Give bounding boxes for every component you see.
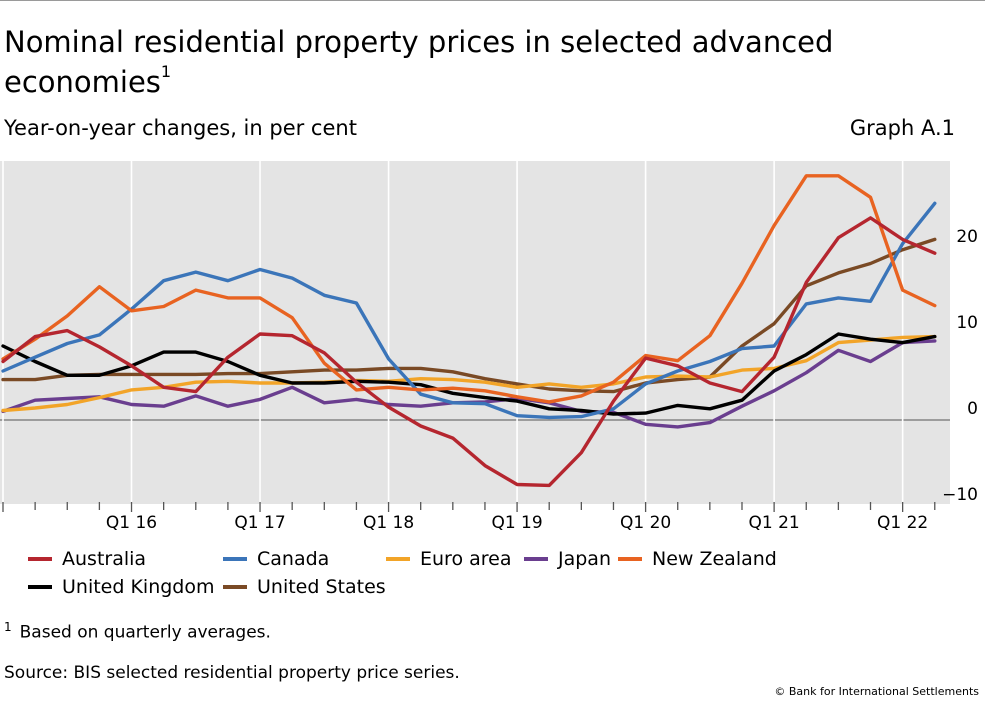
graph-id: Graph A.1 — [849, 116, 955, 140]
legend-item: United Kingdom — [28, 576, 215, 598]
legend-label: United States — [257, 576, 386, 598]
legend-swatch — [618, 557, 642, 561]
x-tick-label: Q1 19 — [491, 513, 542, 533]
y-tick-label: 20 — [956, 227, 978, 247]
title-text: Nominal residential property prices in s… — [4, 25, 834, 99]
plot-background — [0, 161, 950, 504]
x-tick-label: Q1 16 — [106, 513, 157, 533]
page-title: Nominal residential property prices in s… — [4, 22, 904, 102]
legend-item: New Zealand — [618, 548, 777, 570]
series-line-australia — [1, 216, 937, 488]
legend-swatch — [28, 585, 52, 589]
legend-swatch — [223, 585, 247, 589]
title-footnote-mark: 1 — [160, 62, 172, 82]
legend-label: Canada — [257, 548, 330, 570]
chart-subtitle: Year-on-year changes, in per cent — [4, 116, 357, 140]
line-chart: Q1 16 Q1 17 Q1 18 Q1 19 Q1 20 Q1 21 Q1 22 −10 0 1… — [0, 161, 978, 533]
legend-item: Euro area — [386, 548, 511, 570]
legend-label: United Kingdom — [62, 576, 215, 598]
legend-item: Canada — [223, 548, 329, 570]
source-note: Source: BIS selected residential propert… — [4, 663, 460, 683]
series-line-new-zealand — [1, 174, 937, 404]
series-line-united-kingdom — [1, 332, 937, 416]
legend-label: Japan — [558, 548, 611, 570]
x-tick-label: Q1 17 — [234, 513, 285, 533]
footnote-text: Based on quarterly averages. — [19, 622, 271, 643]
copyright: © Bank for International Settlements — [774, 685, 979, 698]
x-tick-label: Q1 22 — [877, 513, 928, 533]
legend-item: Australia — [28, 548, 146, 570]
series-line-united-states — [1, 237, 937, 394]
series-line-canada — [1, 201, 937, 420]
y-tick-label: 10 — [956, 313, 978, 333]
x-ticks — [2, 161, 936, 512]
legend-swatch — [524, 557, 548, 561]
top-rule — [0, 0, 985, 1]
x-tick-label: Q1 18 — [363, 513, 414, 533]
legend-label: Euro area — [420, 548, 512, 570]
legend-label: Australia — [62, 548, 147, 570]
legend-item: United States — [223, 576, 386, 598]
legend-swatch — [28, 557, 52, 561]
legend-item: Japan — [524, 548, 611, 570]
x-tick-label: Q1 20 — [620, 513, 671, 533]
footnote: 1 Based on quarterly averages. — [4, 620, 271, 643]
legend-swatch — [223, 557, 247, 561]
footnote-mark: 1 — [4, 620, 12, 634]
legend-label: New Zealand — [652, 548, 777, 570]
y-tick-label: 0 — [967, 399, 978, 419]
legend-swatch — [386, 557, 410, 561]
y-tick-label: −10 — [942, 485, 978, 505]
x-tick-label: Q1 21 — [749, 513, 800, 533]
